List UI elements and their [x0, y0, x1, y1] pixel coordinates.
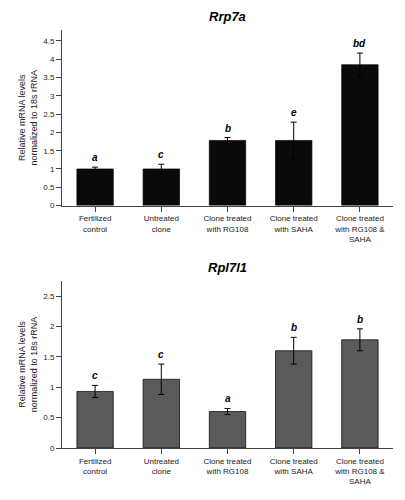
- svg-text:b: b: [225, 123, 231, 134]
- svg-text:Clone treatedwith SAHA: Clone treatedwith SAHA: [270, 214, 318, 233]
- svg-text:c: c: [92, 370, 98, 381]
- svg-text:bd: bd: [353, 38, 366, 49]
- svg-text:Fertilizedcontrol: Fertilizedcontrol: [79, 214, 111, 233]
- svg-text:Rrp7a: Rrp7a: [209, 9, 246, 24]
- svg-text:2.5: 2.5: [43, 110, 55, 119]
- svg-text:1.5: 1.5: [43, 147, 55, 156]
- svg-text:b: b: [357, 314, 363, 325]
- svg-text:0: 0: [50, 444, 55, 453]
- svg-text:1: 1: [50, 383, 55, 392]
- svg-text:Relative mRNA levelsnormalized: Relative mRNA levelsnormalized to 18s rR…: [17, 317, 39, 413]
- svg-text:Fertilizedcontrol: Fertilizedcontrol: [79, 457, 111, 476]
- svg-text:Rpl7l1: Rpl7l1: [208, 260, 247, 275]
- svg-text:e: e: [291, 107, 297, 118]
- svg-text:Clone treatedwith RG108 &SAHA: Clone treatedwith RG108 &SAHA: [334, 457, 385, 487]
- svg-text:b: b: [291, 322, 297, 333]
- svg-text:Clone treatedwith RG108 &SAHA: Clone treatedwith RG108 &SAHA: [334, 214, 385, 244]
- svg-text:4: 4: [50, 55, 55, 64]
- svg-text:Untreatedclone: Untreatedclone: [144, 457, 179, 476]
- svg-text:Untreatedclone: Untreatedclone: [144, 214, 179, 233]
- svg-text:3: 3: [50, 92, 55, 101]
- svg-text:0.5: 0.5: [43, 413, 55, 422]
- svg-text:2: 2: [50, 322, 55, 331]
- svg-text:4.5: 4.5: [43, 37, 55, 46]
- svg-text:0.5: 0.5: [43, 183, 55, 192]
- svg-text:Clone treatedwith RG108: Clone treatedwith RG108: [203, 457, 251, 476]
- svg-text:c: c: [158, 149, 164, 160]
- svg-text:Relative mRNA levelsnormalized: Relative mRNA levelsnormalized to 18s rR…: [17, 70, 39, 166]
- svg-text:Clone treatedwith RG108: Clone treatedwith RG108: [203, 214, 251, 233]
- svg-text:1: 1: [50, 165, 55, 174]
- svg-text:Clone treatedwith SAHA: Clone treatedwith SAHA: [270, 457, 318, 476]
- svg-text:3.5: 3.5: [43, 73, 55, 82]
- svg-text:a: a: [92, 152, 98, 163]
- svg-text:2.5: 2.5: [43, 292, 55, 301]
- svg-text:2: 2: [50, 128, 55, 137]
- svg-text:a: a: [225, 393, 231, 404]
- svg-text:1.5: 1.5: [43, 353, 55, 362]
- svg-text:c: c: [158, 349, 164, 360]
- svg-text:0: 0: [50, 201, 55, 210]
